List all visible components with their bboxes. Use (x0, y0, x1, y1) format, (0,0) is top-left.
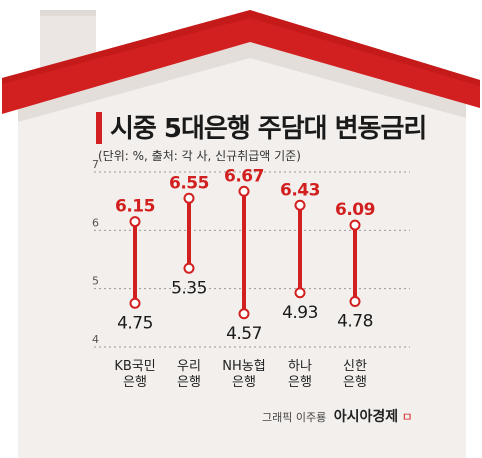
high-point (238, 185, 250, 197)
y-tick-label: 6 (92, 216, 99, 229)
y-tick-label: 4 (92, 333, 99, 346)
chart-subtitle: (단위: %, 출처: 각 사, 신규취급액 기준) (98, 149, 301, 163)
low-point (129, 297, 141, 309)
low-point (349, 296, 361, 307)
credit-line: 그래픽 이주룡 아시아경제 ㅁ (262, 406, 413, 426)
high-value-label: 6.55 (169, 173, 209, 193)
high-value-label: 6.15 (115, 197, 155, 217)
high-point (349, 219, 361, 231)
y-tick-label: 7 (92, 158, 99, 171)
high-point (294, 199, 306, 211)
high-value-label: 6.67 (224, 166, 264, 186)
category-label: 은행 (177, 374, 201, 390)
category-label: 은행 (123, 374, 147, 390)
low-point (294, 287, 306, 299)
category-label: 우리 (177, 359, 201, 374)
low-value-label: 4.78 (337, 312, 373, 332)
brand-name: 아시아경제 (333, 409, 399, 425)
category-label: 은행 (288, 374, 312, 390)
category-label: 신한 (343, 359, 367, 374)
roof-shadow-right (250, 40, 466, 118)
high-value-label: 6.43 (280, 180, 320, 200)
title-accent-bar (96, 112, 102, 144)
low-point (238, 308, 250, 320)
roof-shadow-left (18, 40, 250, 122)
y-axis: 4 5 6 7 (92, 158, 99, 346)
category-label: 은행 (343, 374, 367, 390)
high-point (129, 216, 141, 228)
low-value-label: 5.35 (171, 278, 207, 298)
low-point (183, 262, 195, 274)
credit-text: 그래픽 이주룡 (262, 411, 327, 424)
high-point (183, 192, 195, 204)
category-label: 은행 (232, 374, 256, 390)
category-label: KB국민 (114, 359, 155, 374)
low-value-label: 4.75 (117, 313, 153, 333)
low-value-label: 4.93 (282, 303, 318, 323)
chart-title: 시중 5대은행 주담대 변동금리 (110, 114, 427, 144)
brand-mark: ㅁ (401, 410, 413, 424)
chimney-cap (40, 10, 96, 16)
range-marks: 6.15 4.75 6.55 5.35 6.67 4.57 6.43 4.93 6.09 4.78 (115, 166, 375, 344)
category-label: NH농협 (222, 359, 265, 374)
roof (2, 10, 480, 114)
low-value-label: 4.57 (226, 324, 262, 344)
category-label: 하나 (288, 359, 312, 374)
y-tick-label: 5 (92, 275, 99, 288)
high-value-label: 6.09 (335, 200, 375, 220)
